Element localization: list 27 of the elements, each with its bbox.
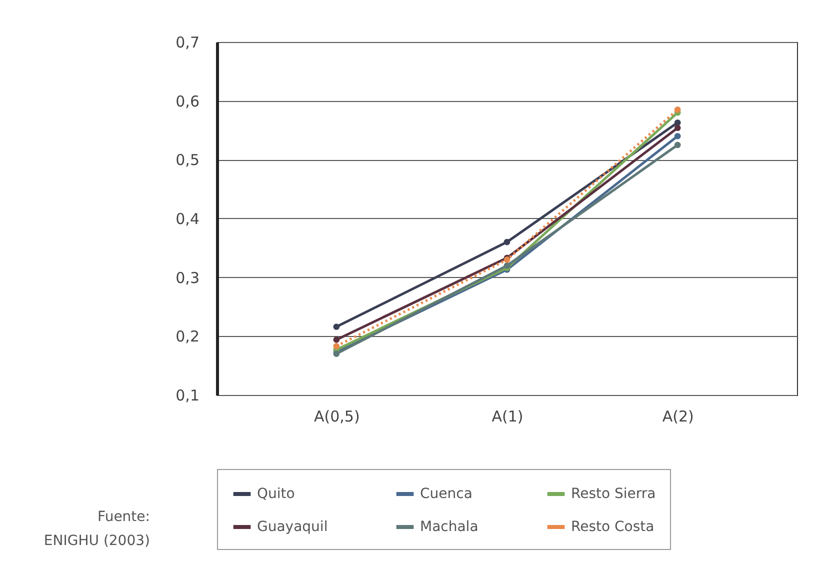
point [333, 343, 340, 350]
point [674, 124, 681, 132]
x-tick-label: A(0,5) [314, 408, 360, 426]
legend-label: Resto Sierra [571, 486, 656, 502]
legend-label: Quito [257, 486, 295, 502]
point [674, 132, 681, 140]
legend-label: Guayaquil [257, 519, 328, 535]
x-tick-label: A(2) [662, 408, 694, 426]
y-tick-label: 0,7 [176, 34, 200, 52]
point [333, 324, 340, 330]
y-tick-label: 0,3 [176, 268, 200, 287]
point [674, 106, 681, 113]
source-note: Fuente: ENIGHU (2003) [42, 508, 150, 551]
y-tick-label: 0,2 [176, 328, 200, 346]
point [504, 262, 510, 269]
y-tick-label: 0,4 [176, 210, 200, 228]
point [504, 238, 510, 246]
legend-label: Cuenca [420, 486, 472, 502]
legend-label: Machala [420, 519, 478, 535]
y-tick-label: 0,6 [176, 92, 200, 110]
point [674, 142, 681, 148]
point [333, 336, 340, 343]
point [674, 119, 681, 126]
y-tick-label: 0,1 [176, 386, 200, 404]
y-tick-label: 0,5 [176, 151, 200, 170]
x-tick-label: A(1) [492, 408, 524, 426]
legend-label: Resto Costa [571, 519, 654, 535]
